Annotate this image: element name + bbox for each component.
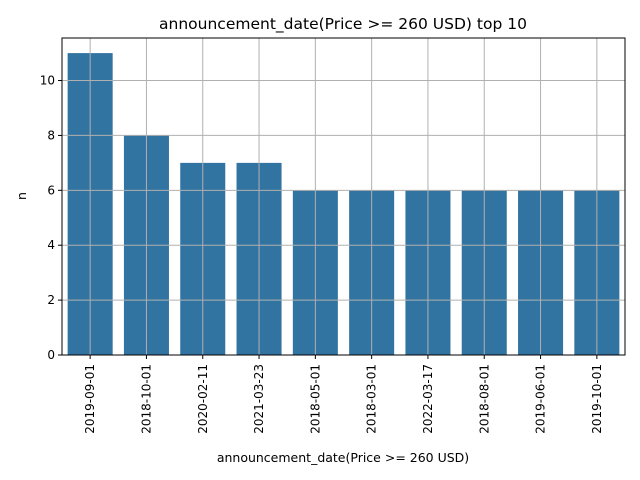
x-axis-label: announcement_date(Price >= 260 USD) [217, 450, 469, 465]
x-tick-label: 2019-06-01 [534, 364, 548, 434]
y-tick-label: 10 [40, 74, 55, 88]
y-tick-label: 6 [47, 183, 55, 197]
y-axis-label: n [14, 192, 29, 200]
y-tick-label: 2 [47, 293, 55, 307]
x-tick-label: 2018-08-01 [477, 364, 491, 434]
chart-title: announcement_date(Price >= 260 USD) top … [159, 15, 527, 34]
x-tick-label: 2020-02-11 [196, 364, 210, 434]
x-tick-label: 2019-09-01 [83, 364, 97, 434]
x-tick-label: 2018-10-01 [139, 364, 153, 434]
x-tick-label: 2018-05-01 [308, 364, 322, 434]
y-tick-label: 4 [47, 238, 55, 252]
x-tick-label: 2022-03-17 [421, 364, 435, 434]
x-tick-label: 2019-10-01 [590, 364, 604, 434]
plot-area: 0 2 4 6 8 10 2019-09-01 2018-10-01 2020-02-11 202… [40, 37, 626, 434]
axes-frame [61, 37, 626, 356]
x-tick-label: 2021-03-23 [252, 364, 266, 434]
y-tick-label: 8 [47, 128, 55, 142]
y-tick-label: 0 [47, 348, 55, 362]
x-tick-label: 2018-03-01 [365, 364, 379, 434]
